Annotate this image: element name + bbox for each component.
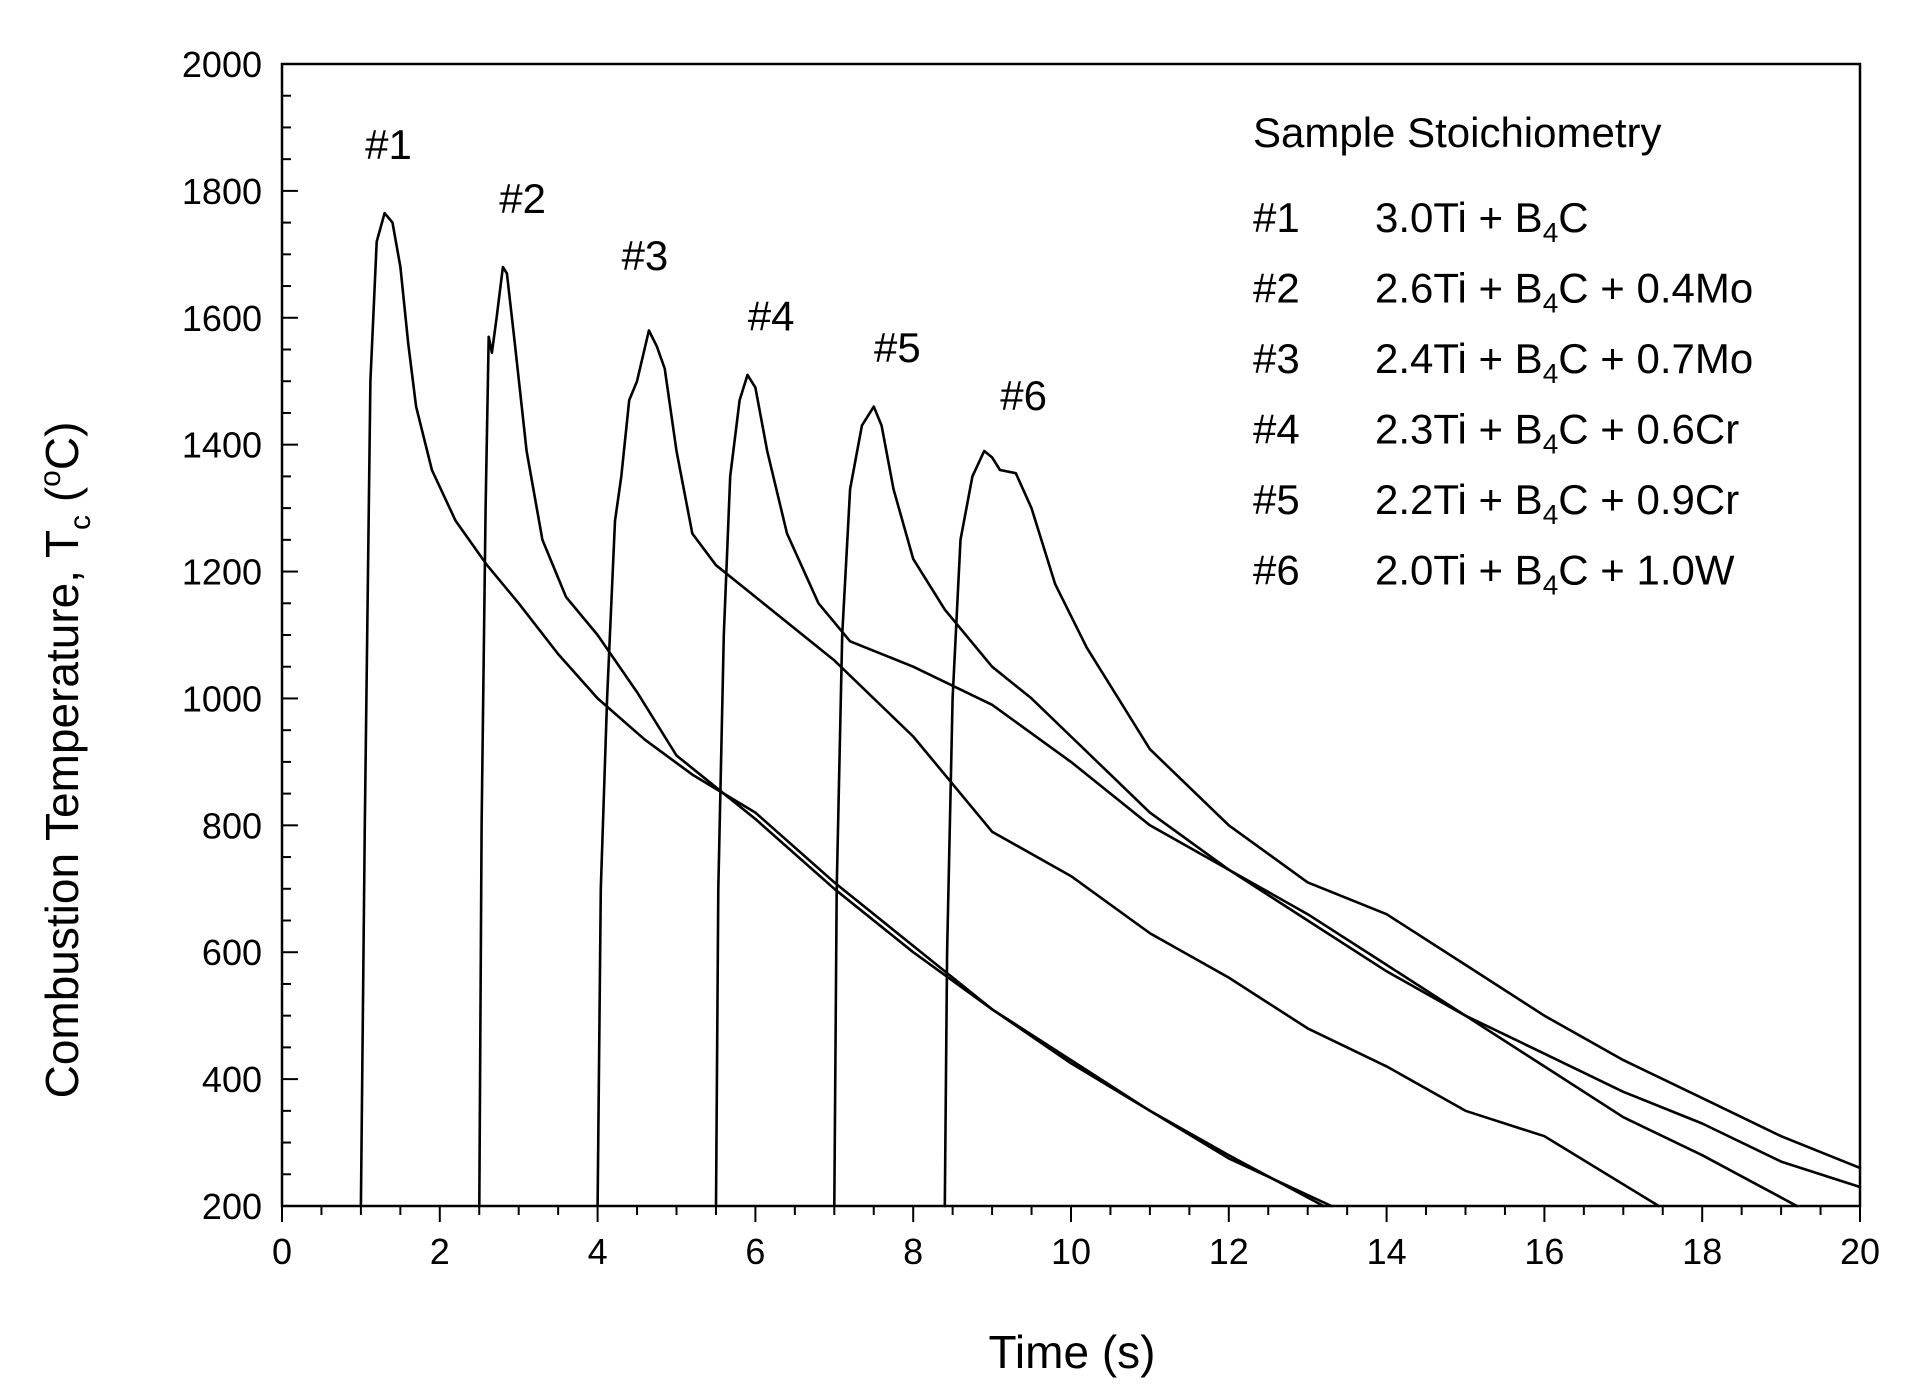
y-axis-ticks: 200 400 600 800 1000 1200 1400 1600 1800 2000 xyxy=(182,44,298,1227)
x-tick-label: 10 xyxy=(1051,1231,1091,1272)
y-axis-title-close: C) xyxy=(36,422,88,471)
y-tick-label: 1800 xyxy=(182,171,262,212)
x-tick-label: 0 xyxy=(272,1231,292,1272)
x-axis-title: Time (s) xyxy=(989,1326,1156,1378)
series-labels: #1 #2 #3 #4 #5 #6 xyxy=(365,121,1047,419)
legend-formula-sub: 4 xyxy=(1543,288,1559,319)
legend-formula-post: C + 0.9Cr xyxy=(1558,476,1739,523)
legend-entry-id: #2 xyxy=(1253,265,1300,312)
series-label-3: #3 xyxy=(622,232,669,279)
x-tick-label: 14 xyxy=(1367,1231,1407,1272)
series-lines xyxy=(359,211,1862,1208)
x-tick-label: 8 xyxy=(903,1231,923,1272)
y-tick-label: 1600 xyxy=(182,298,262,339)
legend-entry-id: #1 xyxy=(1253,194,1300,241)
series-line-3 xyxy=(596,329,1661,1208)
x-tick-label: 12 xyxy=(1209,1231,1249,1272)
y-tick-label: 1000 xyxy=(182,678,262,719)
legend-formula-post: C + 0.6Cr xyxy=(1558,406,1739,453)
legend-entry-id: #3 xyxy=(1253,335,1300,382)
y-axis-title-open: ( xyxy=(36,486,88,515)
legend-formula-post: C xyxy=(1558,194,1588,241)
series-label-5: #5 xyxy=(874,324,921,371)
y-tick-label: 800 xyxy=(202,805,262,846)
x-axis-ticks: 0 2 4 6 8 10 12 14 16 18 20 xyxy=(272,1206,1880,1272)
x-tick-label: 16 xyxy=(1524,1231,1564,1272)
legend-entry-formula: 3.0Ti + B4C xyxy=(1375,194,1589,248)
legend-entry-formula: 2.4Ti + B4C + 0.7Mo xyxy=(1375,335,1753,389)
legend-formula-sub: 4 xyxy=(1543,358,1559,389)
legend-entry-formula: 2.6Ti + B4C + 0.4Mo xyxy=(1375,265,1753,319)
y-axis-title: Combustion Temperature, Tc (oC) xyxy=(34,422,97,1099)
legend-entry-id: #4 xyxy=(1253,406,1300,453)
series-line-1 xyxy=(359,211,1325,1208)
plot-area: 200 400 600 800 1000 1200 1400 1600 1800 2000 0 2 4… xyxy=(182,44,1880,1272)
y-tick-label: 600 xyxy=(202,932,262,973)
legend: Sample Stoichiometry #1 3.0Ti + B4C#2 2.6T… xyxy=(1253,109,1753,601)
legend-formula-pre: 2.6Ti + B xyxy=(1375,265,1543,312)
y-tick-label: 1400 xyxy=(182,425,262,466)
legend-formula-post: C + 0.4Mo xyxy=(1558,265,1753,312)
y-axis-title-main: Combustion Temperature, T xyxy=(36,530,88,1098)
x-tick-label: 6 xyxy=(745,1231,765,1272)
legend-formula-pre: 2.4Ti + B xyxy=(1375,335,1543,382)
legend-entries: #1 3.0Ti + B4C#2 2.6Ti + B4C + 0.4Mo#3 2.4T… xyxy=(1253,194,1753,601)
x-tick-label: 2 xyxy=(430,1231,450,1272)
series-label-4: #4 xyxy=(748,292,795,339)
legend-title: Sample Stoichiometry xyxy=(1253,109,1662,156)
y-axis-title-sub: c xyxy=(64,515,97,530)
legend-entry-id: #5 xyxy=(1253,476,1300,523)
x-tick-label: 4 xyxy=(588,1231,608,1272)
y-tick-label: 2000 xyxy=(182,44,262,85)
x-tick-label: 20 xyxy=(1840,1231,1880,1272)
series-line-2 xyxy=(478,265,1333,1208)
legend-formula-pre: 2.3Ti + B xyxy=(1375,406,1543,453)
legend-entry-formula: 2.3Ti + B4C + 0.6Cr xyxy=(1375,406,1739,460)
legend-entry-formula: 2.0Ti + B4C + 1.0W xyxy=(1375,547,1735,601)
legend-formula-sub: 4 xyxy=(1543,570,1559,601)
legend-formula-post: C + 0.7Mo xyxy=(1558,335,1753,382)
series-line-5 xyxy=(833,405,1862,1208)
legend-formula-post: C + 1.0W xyxy=(1558,547,1735,594)
legend-entry-id: #6 xyxy=(1253,547,1300,594)
legend-formula-sub: 4 xyxy=(1543,217,1559,248)
plot-frame xyxy=(280,62,1862,1208)
legend-formula-pre: 3.0Ti + B xyxy=(1375,194,1543,241)
y-axis-title-sup: o xyxy=(34,470,67,487)
y-tick-label: 1200 xyxy=(182,552,262,593)
series-label-2: #2 xyxy=(499,175,546,222)
y-tick-label: 400 xyxy=(202,1059,262,1100)
x-tick-label: 18 xyxy=(1682,1231,1722,1272)
y-tick-label: 200 xyxy=(202,1186,262,1227)
legend-formula-sub: 4 xyxy=(1543,499,1559,530)
series-label-6: #6 xyxy=(1000,372,1047,419)
series-line-6 xyxy=(943,449,1862,1208)
legend-entry-formula: 2.2Ti + B4C + 0.9Cr xyxy=(1375,476,1739,530)
legend-formula-pre: 2.0Ti + B xyxy=(1375,547,1543,594)
series-line-4 xyxy=(714,373,1799,1208)
series-label-1: #1 xyxy=(365,121,412,168)
legend-formula-pre: 2.2Ti + B xyxy=(1375,476,1543,523)
legend-formula-sub: 4 xyxy=(1543,429,1559,460)
